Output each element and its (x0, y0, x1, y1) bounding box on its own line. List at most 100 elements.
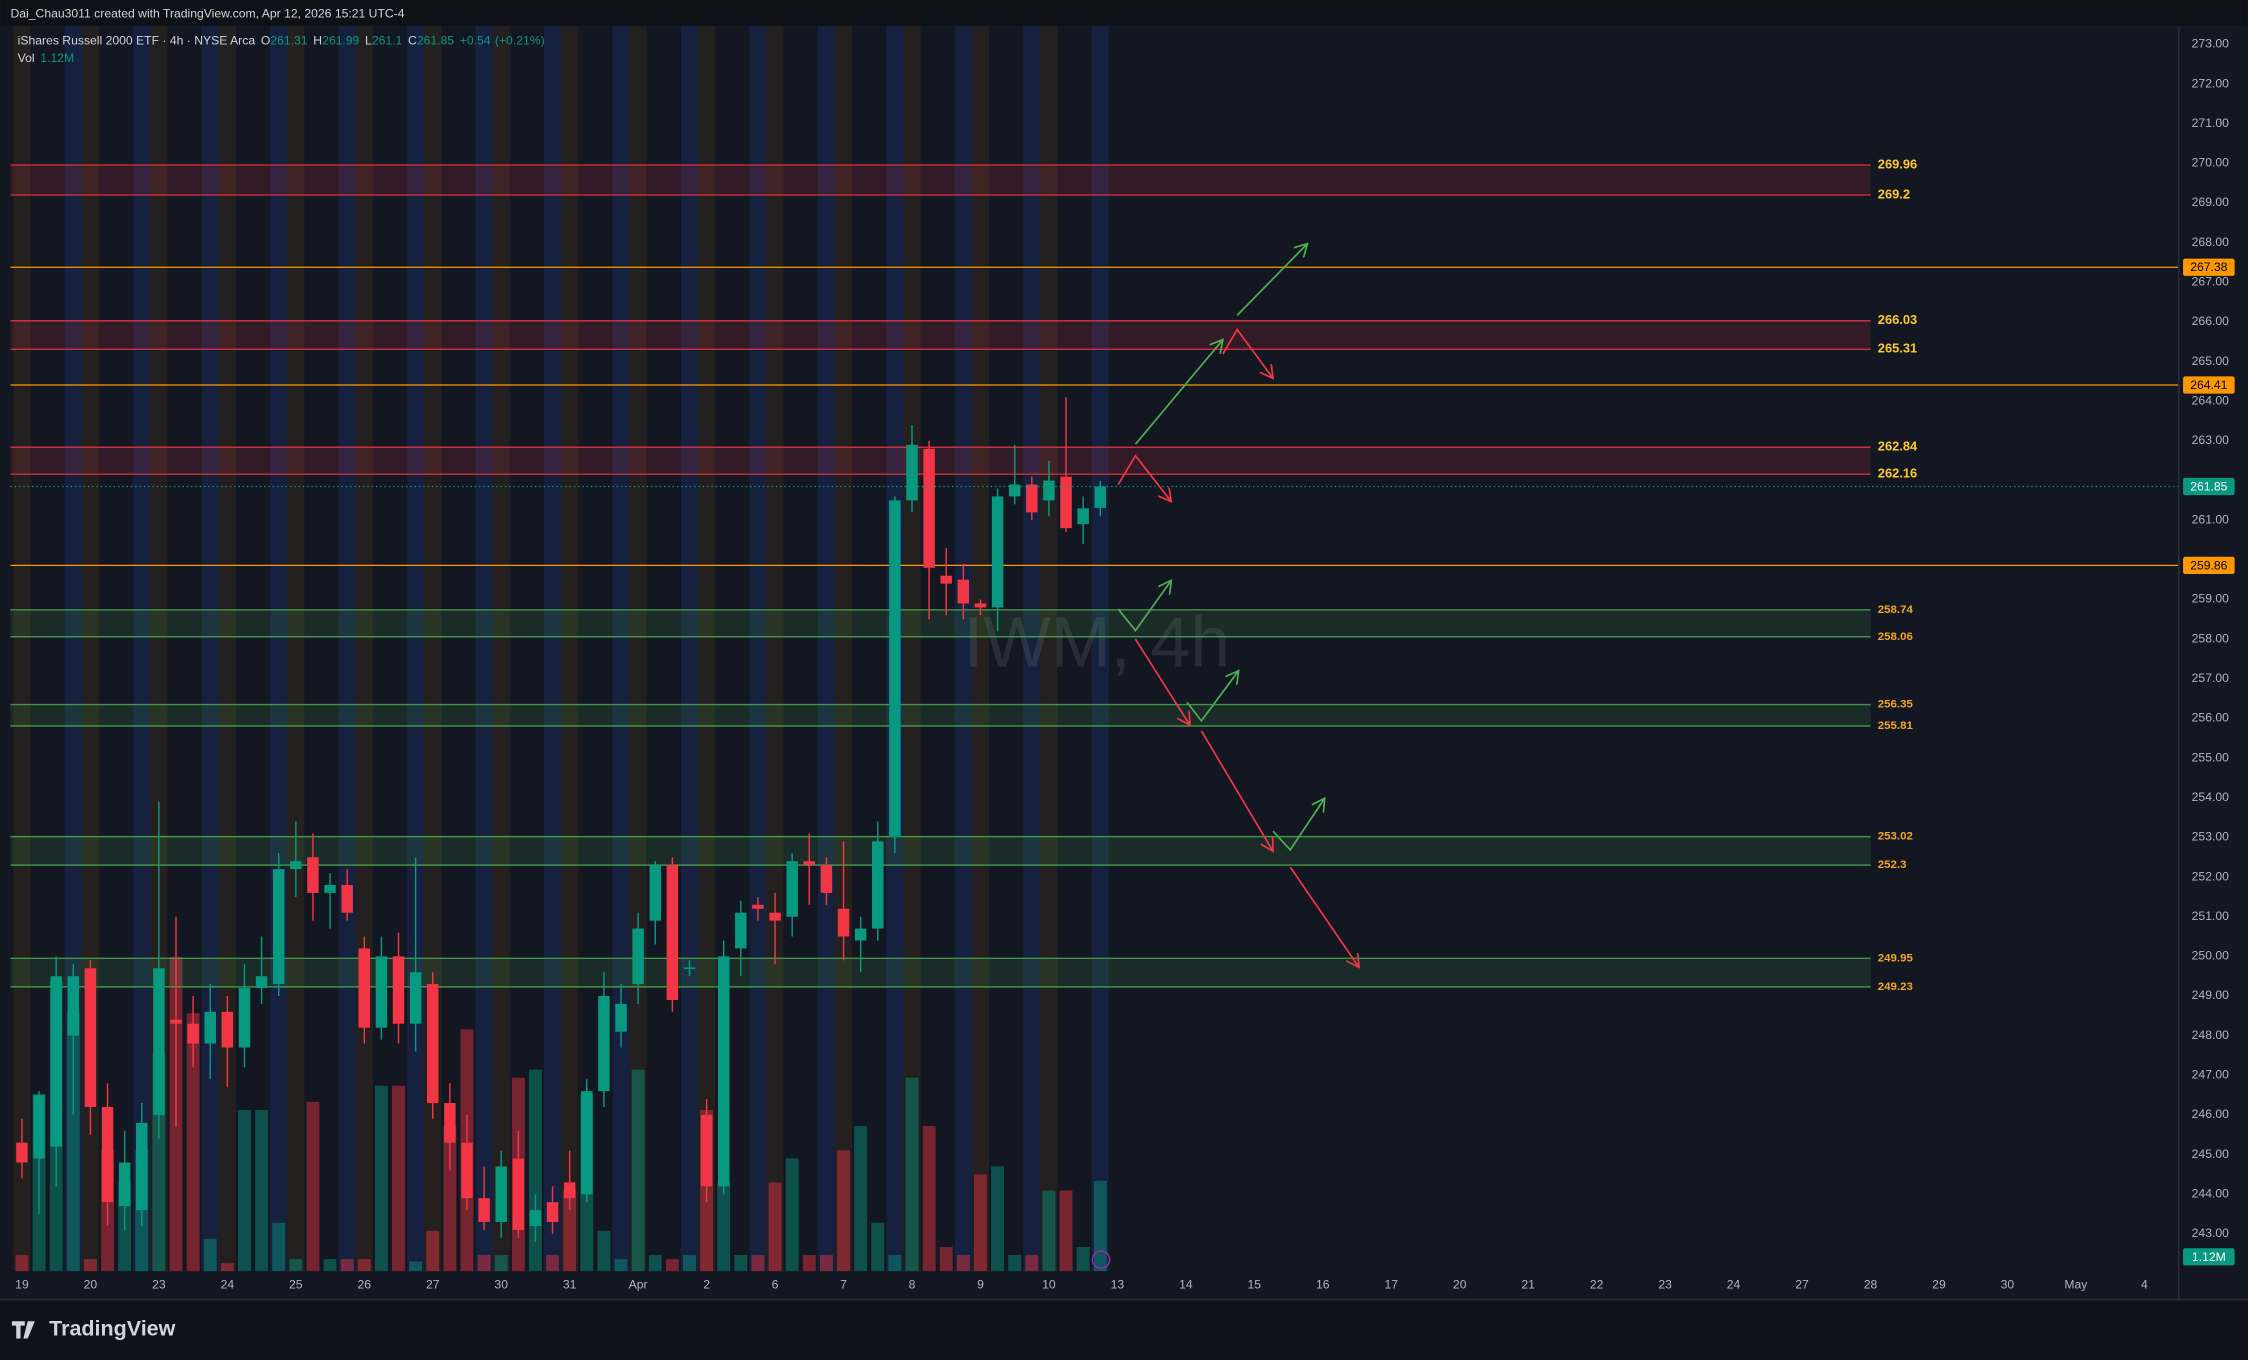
volume-bar (1025, 1255, 1039, 1272)
x-tick-label: 24 (221, 1278, 235, 1292)
volume-bar (83, 1259, 97, 1272)
x-tick-label: 19 (15, 1278, 29, 1292)
volume-bar (1042, 1190, 1056, 1272)
candle-body (392, 956, 405, 1024)
x-tick-label: 21 (1521, 1278, 1535, 1292)
volume-bar (819, 1255, 833, 1272)
candle-body (290, 861, 302, 870)
volume-bar (546, 1255, 560, 1272)
postmarket-band (1091, 25, 1109, 1272)
candle-body (563, 1182, 576, 1199)
candle-body (1043, 480, 1055, 501)
premarket-band (1040, 25, 1058, 1272)
candle-body (50, 976, 62, 1147)
x-tick-label: 17 (1384, 1278, 1398, 1292)
brand: TradingView (49, 1317, 175, 1341)
premarket-band (218, 25, 236, 1272)
candle-body (581, 1091, 593, 1195)
legend: iShares Russell 2000 ETF · 4h · NYSE Arc… (18, 34, 545, 48)
candle-body (546, 1202, 559, 1222)
postmarket-band (543, 25, 562, 1272)
x-tick-label: 29 (1932, 1278, 1946, 1292)
volume-bar (648, 1255, 662, 1272)
credit: Dai_Chau3011 created with TradingView.co… (10, 7, 404, 21)
candle-body (837, 908, 850, 937)
candle-body (1060, 476, 1072, 529)
y-tick-label: 243.00 (2192, 1226, 2229, 1240)
down-arrow (1200, 730, 1273, 851)
candle-body (478, 1198, 490, 1222)
volume-bar (665, 1259, 679, 1272)
y-tick-label: 244.00 (2192, 1186, 2229, 1200)
postmarket-band (817, 25, 835, 1272)
candle-body (735, 912, 747, 949)
premarket-band (834, 25, 853, 1272)
x-tick-label: Apr (629, 1278, 648, 1292)
volume-bar (974, 1174, 987, 1272)
volume-bar (443, 1126, 457, 1272)
down-arrow (1289, 866, 1359, 967)
candle-body (461, 1142, 473, 1199)
candle-body (940, 575, 952, 584)
candle-body (204, 1011, 216, 1044)
y-tick-label: 251.00 (2192, 909, 2229, 923)
candle-body (118, 1162, 131, 1207)
y-tick-label: 249.00 (2192, 988, 2229, 1002)
volume-bar (614, 1259, 628, 1272)
chart-layer: IWM, 4h 269.96 269.2 266.03 265.31 262.84 262.… (10, 25, 2235, 1292)
y-tick-label: 265.00 (2192, 354, 2229, 368)
volume-bar (597, 1230, 611, 1272)
candle-body (255, 976, 268, 989)
candle-body (341, 884, 353, 913)
candle-body (1008, 484, 1021, 497)
volume-bar (802, 1255, 816, 1272)
postmarket-band (749, 25, 767, 1272)
candle-body (170, 1019, 182, 1024)
level-badge-label: 267.38 (2190, 260, 2227, 274)
y-tick-label: 271.00 (2192, 116, 2229, 130)
candle-body (854, 928, 867, 941)
alert-icon[interactable] (1091, 1250, 1111, 1269)
candle-body (33, 1095, 45, 1159)
candle-body (136, 1122, 148, 1211)
zone-label: 252.3 (1878, 859, 1907, 871)
down-arrow (1222, 328, 1273, 379)
x-tick-label: 30 (2001, 1278, 2015, 1292)
candle-body (752, 904, 764, 909)
y-tick-label: 261.00 (2192, 512, 2229, 526)
legend-key: C (408, 34, 417, 48)
volume-bar (837, 1150, 850, 1272)
premarket-band (150, 25, 168, 1272)
x-tick-label: 16 (1316, 1278, 1330, 1292)
up-arrow (1186, 671, 1239, 723)
x-tick-label: May (2064, 1278, 2088, 1292)
premarket-band (492, 25, 510, 1272)
x-tick-label: 20 (1453, 1278, 1467, 1292)
x-tick-label: 31 (563, 1278, 577, 1292)
volume-legend-name: Vol (18, 51, 35, 65)
level-badge (2183, 376, 2235, 394)
candle-body (358, 948, 371, 1028)
top-bar (0, 0, 2248, 26)
legend-value: 261.1 (372, 34, 403, 48)
y-tick-label: 246.00 (2192, 1107, 2229, 1121)
bottom-bar (0, 1299, 2248, 1360)
volume-bar (66, 1013, 80, 1272)
legend-change-pct: (+0.21%) (495, 34, 545, 48)
volume-bar (956, 1255, 970, 1272)
y-tick-label: 272.00 (2192, 76, 2229, 90)
y-tick-label: 259.00 (2192, 592, 2229, 606)
up-arrow (1272, 798, 1325, 852)
candle-body (307, 857, 319, 893)
y-tick-label: 253.00 (2192, 830, 2229, 844)
candle-body (1026, 484, 1038, 513)
volume-bar (255, 1109, 269, 1272)
zone (10, 447, 1871, 475)
premarket-band (971, 25, 990, 1272)
legend-value: 261.85 (417, 34, 454, 48)
y-tick-label: 255.00 (2192, 750, 2229, 764)
zone-label: 256.35 (1878, 699, 1914, 711)
y-tick-label: 256.00 (2192, 711, 2229, 725)
zone (10, 320, 1871, 350)
